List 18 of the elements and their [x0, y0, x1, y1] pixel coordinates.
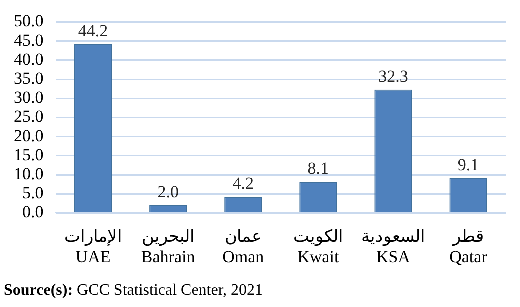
y-tick-label: 40.0 [14, 50, 44, 69]
y-tick-label: 15.0 [14, 145, 44, 164]
y-tick-label: 25.0 [14, 107, 44, 126]
y-tick-label: 45.0 [14, 30, 44, 50]
y-tick-label: 35.0 [14, 68, 44, 88]
y-tick-label: 5.0 [22, 184, 44, 203]
data-label: 9.1 [458, 155, 480, 174]
data-label: 44.2 [78, 21, 108, 40]
y-tick-label: 20.0 [14, 126, 44, 146]
data-label: 2.0 [158, 182, 179, 202]
data-label: 32.3 [378, 66, 408, 86]
y-tick-label: 0.0 [22, 202, 44, 222]
data-label: 8.1 [308, 159, 330, 178]
source-note: Source(s): GCC Statistical Center, 2021 [4, 282, 264, 300]
y-tick-label: 30.0 [14, 88, 44, 108]
y-tick-label: 10.0 [14, 164, 44, 184]
y-tick-label: 50.0 [14, 12, 44, 31]
data-label: 4.2 [232, 174, 254, 194]
